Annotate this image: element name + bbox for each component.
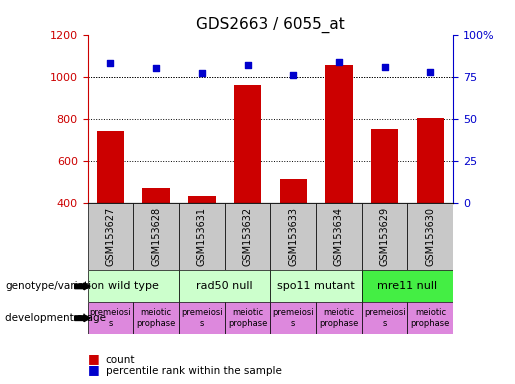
Bar [97, 131, 124, 203]
Text: spo11 mutant: spo11 mutant [277, 281, 355, 291]
Text: GSM153628: GSM153628 [151, 207, 161, 266]
Bar [133, 203, 179, 270]
Text: meiotic
prophase: meiotic prophase [410, 308, 450, 328]
Text: development stage: development stage [5, 313, 106, 323]
Bar [225, 203, 270, 270]
Text: premeiosi
s: premeiosi s [90, 308, 131, 328]
Text: rad50 null: rad50 null [196, 281, 253, 291]
Point [244, 62, 252, 68]
Bar [179, 302, 225, 334]
Text: count: count [106, 355, 135, 365]
Bar [417, 118, 444, 203]
Text: GSM153634: GSM153634 [334, 207, 344, 266]
Bar [270, 302, 316, 334]
Point [106, 60, 114, 66]
Bar [362, 270, 453, 302]
Text: GSM153630: GSM153630 [425, 207, 435, 266]
Text: ■: ■ [88, 352, 99, 365]
Bar [316, 302, 362, 334]
Bar [362, 302, 407, 334]
Point [381, 63, 389, 70]
Point [335, 58, 343, 65]
Bar [325, 65, 353, 203]
Bar [142, 188, 170, 203]
Text: mre11 null: mre11 null [377, 281, 438, 291]
Bar [371, 129, 399, 203]
Text: meiotic
prophase: meiotic prophase [136, 308, 176, 328]
Bar [270, 203, 316, 270]
Text: GSM153631: GSM153631 [197, 207, 207, 266]
Text: percentile rank within the sample: percentile rank within the sample [106, 366, 282, 376]
Bar [179, 270, 270, 302]
Bar [407, 203, 453, 270]
Bar [179, 203, 225, 270]
Bar [280, 179, 307, 203]
Text: ■: ■ [88, 363, 99, 376]
Bar [225, 302, 270, 334]
Bar [188, 196, 215, 203]
Bar [88, 302, 133, 334]
Bar [407, 302, 453, 334]
Text: wild type: wild type [108, 281, 159, 291]
Bar [88, 270, 179, 302]
Text: genotype/variation: genotype/variation [5, 281, 104, 291]
Point [152, 65, 160, 71]
Text: meiotic
prophase: meiotic prophase [319, 308, 358, 328]
Text: GSM153629: GSM153629 [380, 207, 390, 266]
Text: GSM153632: GSM153632 [243, 207, 252, 266]
Text: meiotic
prophase: meiotic prophase [228, 308, 267, 328]
Text: GSM153633: GSM153633 [288, 207, 298, 266]
Title: GDS2663 / 6055_at: GDS2663 / 6055_at [196, 17, 345, 33]
Bar [88, 203, 133, 270]
Text: GSM153627: GSM153627 [106, 207, 115, 266]
Point [289, 72, 297, 78]
Bar [234, 85, 261, 203]
Point [426, 69, 435, 75]
Point [198, 70, 206, 76]
Text: premeiosi
s: premeiosi s [181, 308, 222, 328]
Bar [362, 203, 407, 270]
Bar [133, 302, 179, 334]
Text: premeiosi
s: premeiosi s [364, 308, 405, 328]
Bar [270, 270, 362, 302]
Text: premeiosi
s: premeiosi s [272, 308, 314, 328]
Bar [316, 203, 362, 270]
